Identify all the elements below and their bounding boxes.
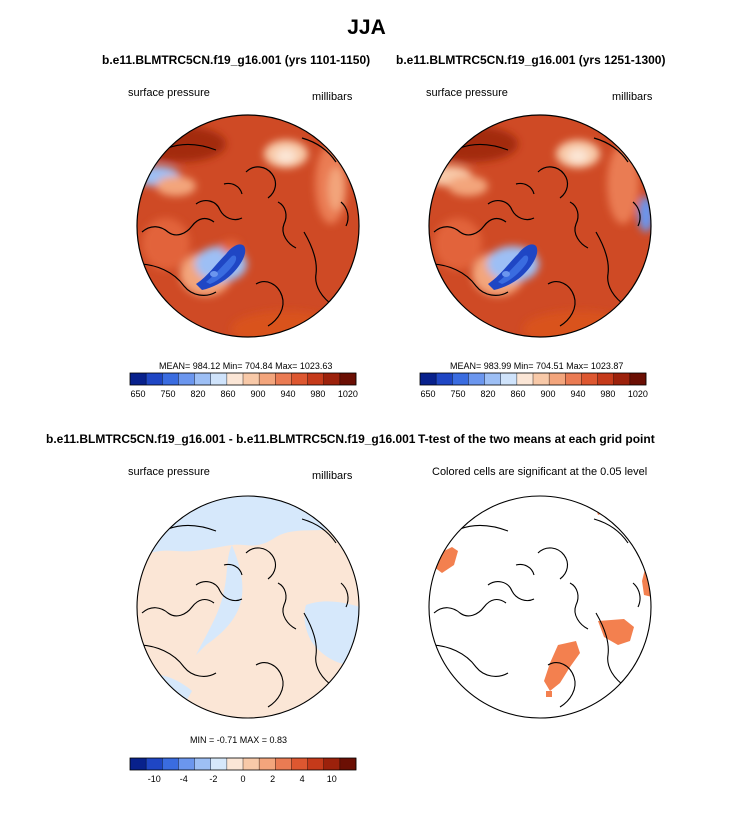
map-panel-2 bbox=[428, 114, 652, 338]
colorbar-1-tick-label: 980 bbox=[310, 389, 325, 399]
colorbar-1-swatch bbox=[323, 373, 341, 385]
colorbar-1-tick-label: 940 bbox=[280, 389, 295, 399]
colorbar-3-tick-label: -4 bbox=[180, 774, 188, 784]
colorbar-2-swatch bbox=[484, 373, 502, 385]
colorbar-2-swatch bbox=[420, 373, 437, 385]
colorbar-2-swatch bbox=[565, 373, 582, 385]
colorbar-1-swatch bbox=[339, 373, 357, 385]
colorbar-2-tick-label: 650 bbox=[421, 389, 436, 399]
panel-3-title: b.e11.BLMTRC5CN.f19_g16.001 - b.e11.BLMT… bbox=[46, 432, 416, 446]
colorbar-1-swatch bbox=[162, 373, 179, 385]
colorbar-1-swatch bbox=[194, 373, 212, 385]
panel-2-title: b.e11.BLMTRC5CN.f19_g16.001 (yrs 1251-13… bbox=[396, 53, 666, 67]
colorbar-1-swatch bbox=[243, 373, 260, 385]
colorbar-2-tick-label: 900 bbox=[540, 389, 555, 399]
map-panel-3 bbox=[136, 495, 360, 719]
colorbar-1-tick-label: 750 bbox=[161, 389, 176, 399]
colorbar-2-swatch bbox=[533, 373, 550, 385]
colorbar-2-swatch bbox=[629, 373, 647, 385]
colorbar-1-tick-label: 1020 bbox=[338, 389, 358, 399]
panel-1-title: b.e11.BLMTRC5CN.f19_g16.001 (yrs 1101-11… bbox=[102, 53, 371, 67]
colorbar-3-swatch bbox=[323, 758, 341, 770]
colorbar-2-tick-label: 860 bbox=[510, 389, 525, 399]
colorbar-2-tick-label: 1020 bbox=[628, 389, 648, 399]
colorbar-1-swatch bbox=[146, 373, 163, 385]
colorbar-1-swatch bbox=[130, 373, 147, 385]
colorbar-3-swatch bbox=[259, 758, 276, 770]
colorbar-1-swatch bbox=[226, 373, 244, 385]
colorbar-1-tick-label: 820 bbox=[191, 389, 206, 399]
colorbar-3-tick-label: 10 bbox=[327, 774, 337, 784]
colorbar-2-swatch bbox=[549, 373, 566, 385]
colorbar-2-tick-label: 940 bbox=[570, 389, 585, 399]
panel-1-units-label: millibars bbox=[312, 91, 353, 103]
colorbar-2-tick-label: 820 bbox=[481, 389, 496, 399]
colorbar-2-swatch bbox=[436, 373, 453, 385]
colorbar-1-swatch bbox=[307, 373, 325, 385]
colorbar-3-tick-label: -10 bbox=[148, 774, 161, 784]
colorbar-3-tick-label: 4 bbox=[300, 774, 305, 784]
colorbar-3-swatch bbox=[130, 758, 147, 770]
colorbar-3-swatch bbox=[226, 758, 244, 770]
map-panel-4 bbox=[428, 495, 652, 719]
colorbar-3-swatch bbox=[291, 758, 308, 770]
colorbar-3-swatch bbox=[210, 758, 228, 770]
colorbar-panel-3: -10 -4 -2 0 2 4 10 bbox=[129, 757, 357, 784]
colorbar-2-tick-label: 750 bbox=[451, 389, 466, 399]
colorbar-1-tick-label: 650 bbox=[131, 389, 146, 399]
panel-2-stats: MEAN= 983.99 Min= 704.51 Max= 1023.87 bbox=[450, 361, 624, 371]
colorbar-1-swatch bbox=[291, 373, 308, 385]
colorbar-3-swatch bbox=[339, 758, 357, 770]
panel-4-subtitle: Colored cells are significant at the 0.0… bbox=[432, 466, 648, 478]
colorbar-3-tick-label: 0 bbox=[240, 774, 245, 784]
colorbar-1-swatch bbox=[178, 373, 195, 385]
colorbar-1-swatch bbox=[210, 373, 228, 385]
colorbar-3-swatch bbox=[146, 758, 163, 770]
colorbar-panel-1: 650 750 820 860 900 940 980 1020 bbox=[129, 372, 358, 399]
colorbar-1-tick-label: 860 bbox=[220, 389, 235, 399]
colorbar-3-swatch bbox=[243, 758, 260, 770]
colorbar-2-tick-label: 980 bbox=[600, 389, 615, 399]
colorbar-3-tick-label: -2 bbox=[209, 774, 217, 784]
colorbar-2-swatch bbox=[452, 373, 469, 385]
colorbar-2-swatch bbox=[500, 373, 518, 385]
colorbar-3-swatch bbox=[178, 758, 195, 770]
panel-1-variable-label: surface pressure bbox=[128, 87, 210, 99]
colorbar-2-swatch bbox=[581, 373, 598, 385]
panel-1-stats: MEAN= 984.12 Min= 704.84 Max= 1023.63 bbox=[159, 361, 333, 371]
panel-3-stats: MIN = -0.71 MAX = 0.83 bbox=[190, 735, 288, 745]
colorbar-3-swatch bbox=[307, 758, 325, 770]
map-panel-1 bbox=[136, 114, 360, 338]
colorbar-panel-2: 650 750 820 860 900 940 980 1020 bbox=[419, 372, 648, 399]
panel-4-title: T-test of the two means at each grid poi… bbox=[418, 432, 655, 446]
colorbar-1-swatch bbox=[275, 373, 292, 385]
colorbar-3-swatch bbox=[275, 758, 292, 770]
panel-3-units-label: millibars bbox=[312, 470, 353, 482]
colorbar-3-tick-label: 2 bbox=[270, 774, 275, 784]
colorbar-2-swatch bbox=[597, 373, 615, 385]
panel-2-units-label: millibars bbox=[612, 91, 653, 103]
panel-2-variable-label: surface pressure bbox=[426, 87, 508, 99]
colorbar-3-swatch bbox=[194, 758, 212, 770]
figure-title: JJA bbox=[347, 16, 386, 39]
colorbar-1-swatch bbox=[259, 373, 276, 385]
colorbar-2-swatch bbox=[468, 373, 485, 385]
panel-3-variable-label: surface pressure bbox=[128, 466, 210, 478]
colorbar-2-swatch bbox=[613, 373, 631, 385]
colorbar-2-swatch bbox=[516, 373, 534, 385]
colorbar-1-tick-label: 900 bbox=[250, 389, 265, 399]
colorbar-3-swatch bbox=[162, 758, 179, 770]
